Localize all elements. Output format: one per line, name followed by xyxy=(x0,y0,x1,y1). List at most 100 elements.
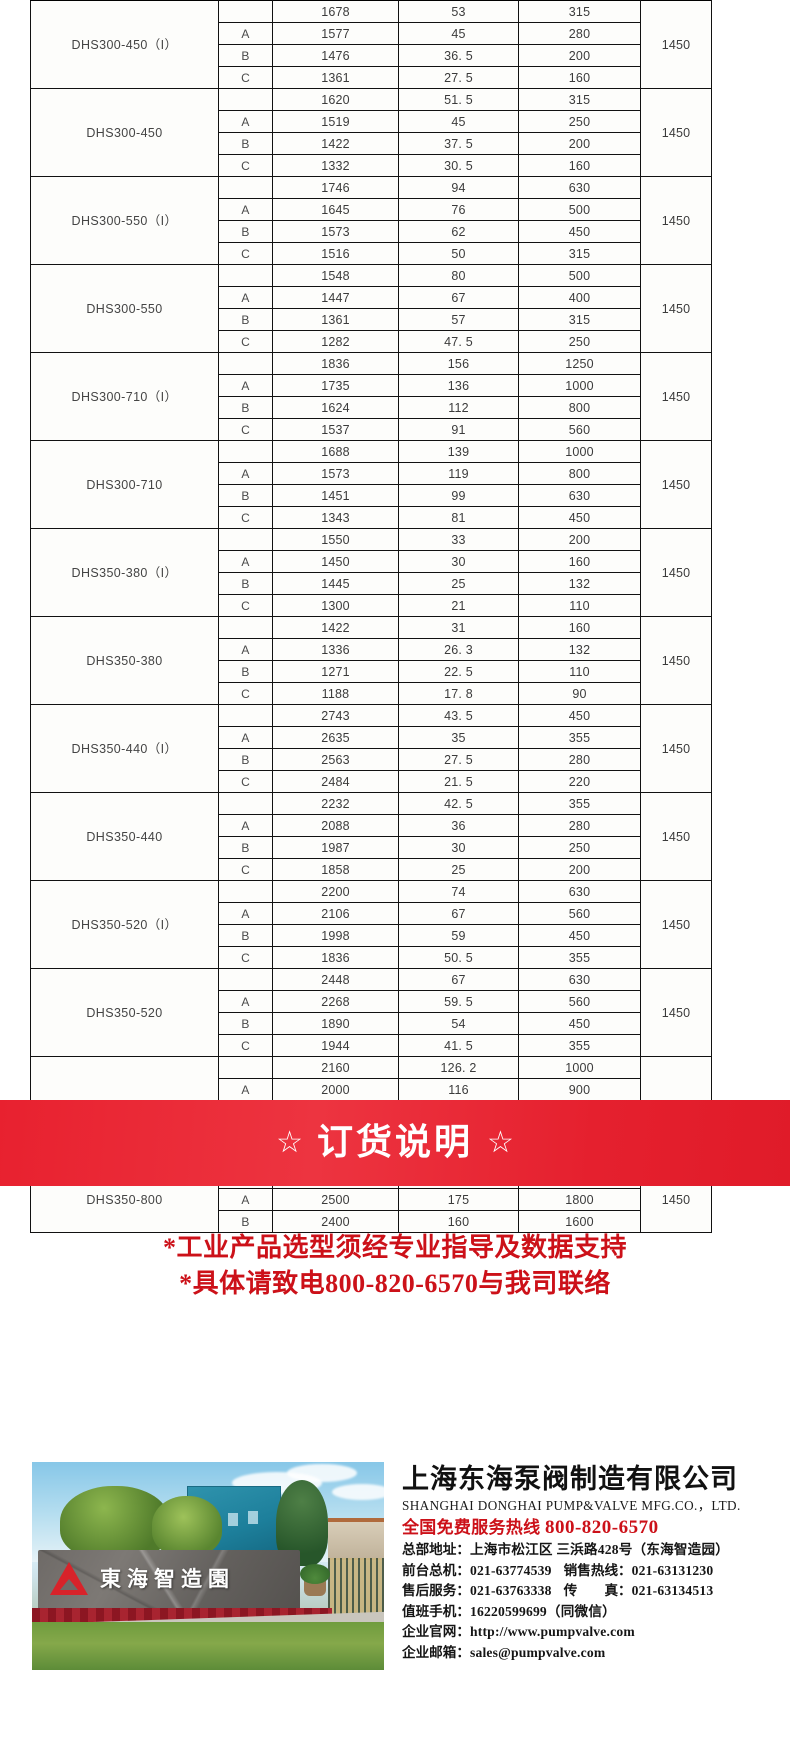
cell-stage: A xyxy=(218,550,273,573)
cell-power: 57 xyxy=(398,308,519,331)
cell-stage xyxy=(218,792,273,815)
table-row: DHS350-440 2232 42. 5 355 1450 xyxy=(30,792,712,881)
cell-head: 1620 xyxy=(272,88,399,111)
cell-power: 36. 5 xyxy=(398,44,519,67)
contact-line: 总部地址：上海市松江区 三浜路428号（东海智造园） xyxy=(402,1540,790,1561)
contact-label: 传 真： xyxy=(563,1583,632,1598)
cell-motor: 355 xyxy=(518,1034,641,1057)
cell-head: 1451 xyxy=(272,484,399,507)
cell-stage: C xyxy=(218,242,273,265)
cell-stage: C xyxy=(218,418,273,441)
cell-head: 1890 xyxy=(272,1012,399,1035)
cell-stage xyxy=(218,88,273,111)
cell-stage: B xyxy=(218,396,273,419)
cell-stage xyxy=(218,880,273,903)
table-row: DHS350-520 2448 67 630 1450 xyxy=(30,968,712,1057)
cell-power: 62 xyxy=(398,220,519,243)
cell-head: 1550 xyxy=(272,528,399,551)
cell-model: DHS300-550（I） xyxy=(30,176,219,265)
cell-head: 1548 xyxy=(272,264,399,287)
cell-motor: 160 xyxy=(518,154,641,177)
cell-motor: 315 xyxy=(518,0,641,23)
cell-rpm: 1450 xyxy=(640,264,712,353)
cell-head: 1476 xyxy=(272,44,399,67)
banner-inner: ☆ 订货说明 ☆ xyxy=(276,1125,514,1161)
cell-head: 2106 xyxy=(272,902,399,925)
cell-power: 25 xyxy=(398,858,519,881)
cell-stage: C xyxy=(218,506,273,529)
cell-stage xyxy=(218,528,273,551)
cell-head: 1445 xyxy=(272,572,399,595)
cell-power: 99 xyxy=(398,484,519,507)
cell-stage: B xyxy=(218,484,273,507)
low-building xyxy=(328,1518,384,1560)
cell-head: 1678 xyxy=(272,0,399,23)
cell-head: 2268 xyxy=(272,990,399,1013)
cell-head: 2448 xyxy=(272,968,399,991)
table-row: B 1987 30 250 xyxy=(31,836,712,859)
cell-power: 67 xyxy=(398,968,519,991)
wall-sign-text: 東海智造園 xyxy=(100,1567,235,1591)
table-row: A 2268 59. 5 560 xyxy=(31,990,712,1013)
cell-rpm: 1450 xyxy=(640,880,712,969)
cell-head: 2200 xyxy=(272,880,399,903)
cell-power: 30 xyxy=(398,836,519,859)
company-info: 上海东海泵阀制造有限公司 SHANGHAI DONGHAI PUMP&VALVE… xyxy=(402,1462,790,1663)
cell-stage: A xyxy=(218,22,273,45)
cell-rpm: 1450 xyxy=(640,352,712,441)
cell-power: 119 xyxy=(398,462,519,485)
cell-motor: 800 xyxy=(518,462,641,485)
cell-head: 1998 xyxy=(272,924,399,947)
cell-power: 37. 5 xyxy=(398,132,519,155)
cell-head: 2563 xyxy=(272,748,399,771)
table-row: DHS350-6402160126. 210001450 xyxy=(30,1056,712,1167)
cell-power: 59 xyxy=(398,924,519,947)
cell-power: 33 xyxy=(398,528,519,551)
cell-head: 1688 xyxy=(272,440,399,463)
cell-stage: A xyxy=(218,638,273,661)
cloud-shape xyxy=(287,1464,357,1482)
cell-stage: A xyxy=(218,462,273,485)
cell-motor: 280 xyxy=(518,814,641,837)
cell-rpm: 1450 xyxy=(640,968,712,1057)
cell-stage: B xyxy=(218,660,273,683)
cell-head: 2400 xyxy=(272,1210,399,1233)
cell-stage: A xyxy=(218,110,273,133)
contact-line: 前台总机：021-63774539 销售热线：021-63131230 xyxy=(402,1561,790,1582)
cell-head: 2000 xyxy=(272,1078,399,1101)
contact-value: 021-63774539 xyxy=(469,1562,552,1578)
table-row: DHS350-380 1422 31 160 1450 xyxy=(30,616,712,705)
cell-motor: 500 xyxy=(518,198,641,221)
cell-head: 1645 xyxy=(272,198,399,221)
cell-motor: 1600 xyxy=(518,1210,641,1233)
cell-power: 67 xyxy=(398,902,519,925)
tree-shape xyxy=(152,1496,222,1556)
cell-motor: 200 xyxy=(518,858,641,881)
cell-motor: 450 xyxy=(518,220,641,243)
cell-motor: 900 xyxy=(518,1078,641,1101)
spec-table-container: DHS300-450（I） 1678 53 315 1450 A 1577 45 280 B 147… xyxy=(30,0,712,1233)
cell-rpm: 1450 xyxy=(640,528,712,617)
cell-head: 2088 xyxy=(272,814,399,837)
table-row: DHS300-550（I） 1746 94 630 1450 xyxy=(30,176,712,265)
cell-head: 1577 xyxy=(272,22,399,45)
cell-rpm: 1450 xyxy=(640,176,712,265)
cell-head: 1746 xyxy=(272,176,399,199)
cell-head: 1519 xyxy=(272,110,399,133)
table-row: DHS350-380（I） 1550 33 200 1450 xyxy=(30,528,712,617)
cell-power: 76 xyxy=(398,198,519,221)
cell-stage: C xyxy=(218,858,273,881)
cell-head: 2160 xyxy=(272,1056,399,1079)
cell-motor: 280 xyxy=(518,22,641,45)
cell-stage: A xyxy=(218,198,273,221)
cell-model: DHS300-450（I） xyxy=(30,0,219,89)
cell-motor: 355 xyxy=(518,726,641,749)
cell-stage: C xyxy=(218,594,273,617)
cell-motor: 250 xyxy=(518,110,641,133)
cell-motor: 90 xyxy=(518,682,641,705)
cell-head: 1422 xyxy=(272,616,399,639)
cell-motor: 630 xyxy=(518,968,641,991)
stone-sign-wall: 東海智造園 xyxy=(38,1550,300,1610)
contact-value: http://www.pumpvalve.com xyxy=(469,1624,635,1639)
cell-power: 43. 5 xyxy=(398,704,519,727)
